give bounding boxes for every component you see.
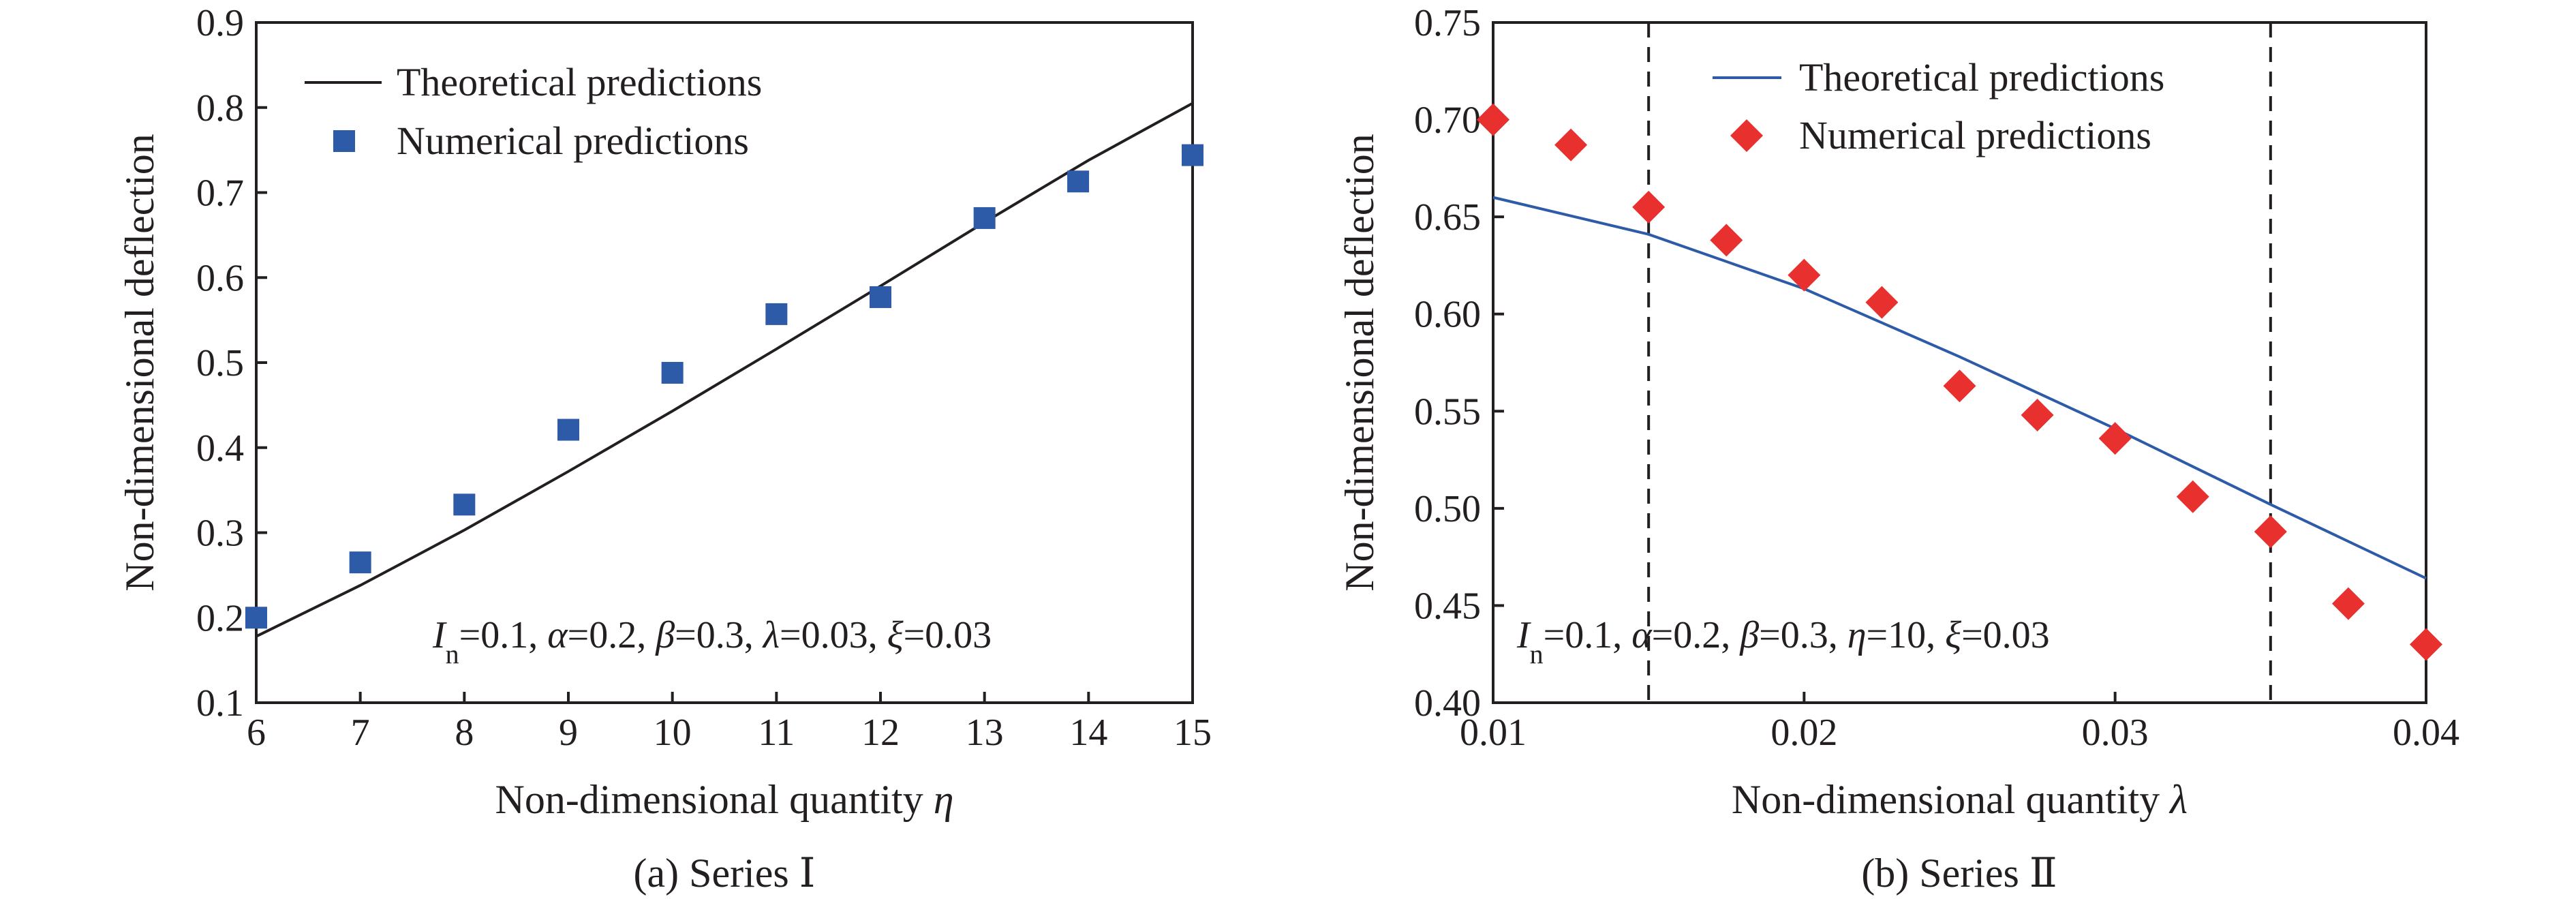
y-tick-label: 0.6 [196, 257, 244, 299]
y-tick-label: 0.60 [1414, 294, 1481, 336]
theory-line [256, 102, 1193, 638]
legend: Theoretical predictions Numerical predict… [305, 60, 762, 163]
legend-label: Numerical predictions [397, 119, 749, 163]
y-tick-label: 0.75 [1414, 2, 1481, 44]
data-point [2331, 587, 2365, 620]
data-point [1943, 369, 1976, 403]
y-tick-label: 0.5 [196, 342, 244, 384]
x-tick-label: 15 [1174, 712, 1212, 754]
data-point [557, 418, 579, 441]
y-tick-label: 0.7 [196, 172, 244, 215]
y-tick-label: 0.4 [196, 427, 244, 470]
x-tick-label: 0.02 [1770, 712, 1837, 754]
x-tick-label: 14 [1069, 712, 1107, 754]
x-tick-label: 0.04 [2393, 712, 2459, 754]
data-point [2410, 628, 2442, 661]
y-axis-title: Non-dimensional deflection [1337, 134, 1382, 591]
y-tick-label: 0.9 [196, 2, 244, 44]
y-axis-title: Non-dimensional deflection [117, 134, 162, 591]
data-point [1067, 170, 1090, 193]
y-tick-label: 0.3 [196, 513, 244, 555]
y-tick-label: 0.45 [1414, 585, 1481, 627]
x-tick-label: 6 [247, 712, 266, 754]
legend: Theoretical predictions Numerical predict… [1713, 55, 2164, 157]
x-tick-label: 7 [351, 712, 370, 754]
x-axis-title: Non-dimensional quantity η [495, 777, 953, 822]
panel-b: 0.01 0.02 0.03 0.04 0.40 0.45 0.50 0.55 0.60 0.65… [1337, 2, 2459, 896]
y-tick-label: 0.1 [196, 682, 244, 725]
data-point [661, 361, 684, 384]
data-point [453, 493, 476, 516]
x-tick-label: 13 [966, 712, 1004, 754]
data-point [1182, 144, 1203, 166]
data-point [2176, 480, 2209, 513]
data-point [1554, 128, 1588, 162]
data-point [870, 286, 891, 308]
x-tick-label: 9 [559, 712, 578, 754]
x-tick-label: 11 [758, 712, 795, 754]
x-tick-label: 0.01 [1460, 712, 1527, 754]
y-tick-label: 0.40 [1414, 682, 1481, 725]
y-tick-label: 0.50 [1414, 488, 1481, 530]
parameter-annotation: In=0.1, α=0.2, β=0.3, η=10, ξ=0.03 [1516, 614, 2050, 669]
data-point [1477, 103, 1509, 136]
panel-a: 6 7 8 9 10 11 12 13 14 15 0.1 0.2 0.3 0.4 0.5 0.6 0.7 0.8… [117, 2, 1212, 896]
data-point [1710, 224, 1743, 257]
data-point [245, 607, 267, 629]
legend-square-swatch [333, 130, 355, 152]
legend-label: Theoretical predictions [1799, 55, 2164, 100]
legend-diamond-swatch [1730, 119, 1763, 152]
theory-line [1492, 196, 2427, 580]
y-tick-label: 0.65 [1414, 196, 1481, 239]
data-point [1632, 190, 1666, 224]
legend-label: Numerical predictions [1799, 113, 2151, 157]
panel-caption: (b) Series Ⅱ [1861, 851, 2057, 896]
parameter-annotation: In=0.1, α=0.2, β=0.3, λ=0.03, ξ=0.03 [432, 614, 992, 669]
data-point [2098, 422, 2132, 455]
y-tick-label: 0.8 [196, 87, 244, 129]
plot-frame [1492, 21, 2427, 704]
data-point [1788, 258, 1821, 292]
x-tick-label: 8 [455, 712, 474, 754]
x-tick-label: 10 [654, 712, 692, 754]
data-point [2021, 398, 2054, 431]
x-tick-label: 0.03 [2082, 712, 2149, 754]
x-axis-title: Non-dimensional quantity λ [1732, 777, 2188, 822]
data-point [973, 207, 996, 229]
data-point [2254, 515, 2287, 549]
x-tick-label: 12 [861, 712, 900, 754]
panel-caption: (a) Series Ⅰ [634, 851, 816, 896]
data-point [765, 303, 788, 325]
data-point [1865, 286, 1899, 319]
legend-label: Theoretical predictions [397, 60, 762, 104]
y-tick-label: 0.2 [196, 597, 244, 639]
data-point [349, 551, 371, 574]
y-tick-label: 0.70 [1414, 100, 1481, 142]
y-tick-label: 0.55 [1414, 391, 1481, 433]
